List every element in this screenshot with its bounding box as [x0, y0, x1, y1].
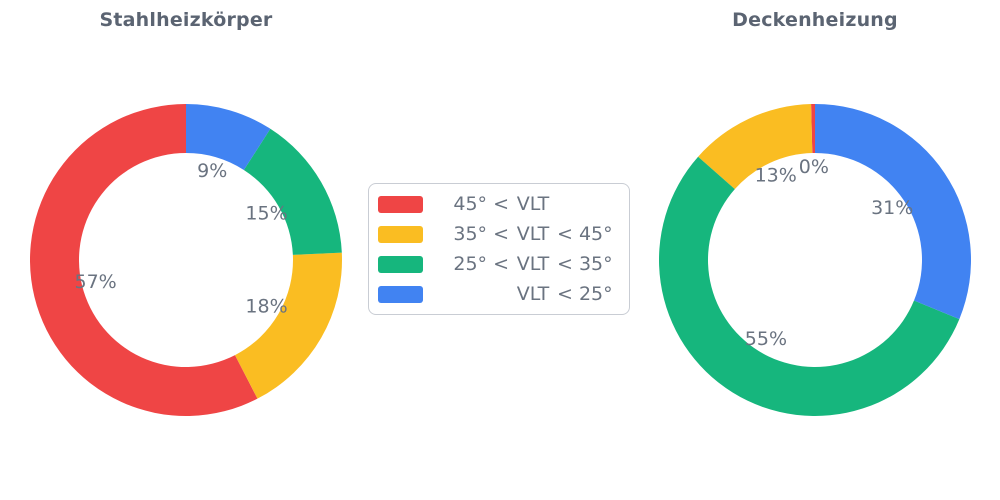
legend-label-pre: 25° < [453, 252, 509, 275]
pct-label-yellow-35-to-45: 18% [245, 296, 287, 318]
pct-label-red-45-plus: 0% [799, 156, 829, 178]
legend-item-green: 25° < VLT < 35° [378, 249, 619, 279]
pct-label-green-25-to-35: 55% [745, 328, 787, 350]
legend-swatch-red [378, 195, 423, 213]
legend-label-post: < 25° [557, 282, 613, 305]
legend: 45° < VLT 35° < VLT < 45° 25° < VLT < 35° VLT < 2… [368, 183, 630, 315]
legend-label: 45° < VLT [441, 192, 615, 215]
legend-label-vlt: VLT [516, 252, 550, 275]
legend-item-red: 45° < VLT [378, 189, 619, 219]
segment-blue-under-25 [815, 104, 971, 320]
legend-label: 35° < VLT < 45° [441, 222, 615, 245]
pct-label-blue-under-25: 31% [871, 197, 913, 219]
legend-label-vlt: VLT [516, 192, 550, 215]
legend-label-pre [441, 285, 509, 304]
chart-title-deckenheizung: Deckenheizung [732, 9, 898, 31]
segment-yellow-35-to-45 [235, 252, 342, 399]
pct-label-yellow-35-to-45: 13% [755, 165, 797, 187]
legend-item-yellow: 35° < VLT < 45° [378, 219, 619, 249]
legend-label-post [557, 195, 615, 214]
segment-red-45-plus [29, 104, 258, 417]
segment-blue-under-25 [186, 104, 271, 170]
legend-item-blue: VLT < 25° [378, 279, 619, 309]
donut-chart-stahlheizkoerper: 57% 18% 15% 9% [29, 104, 342, 417]
pct-label-red-45-plus: 57% [75, 271, 117, 293]
legend-label-post: < 35° [557, 252, 613, 275]
legend-label-pre: 45° < [453, 192, 509, 215]
pct-label-blue-under-25: 9% [197, 160, 227, 182]
segment-green-25-to-35 [243, 128, 342, 255]
segment-green-25-to-35 [659, 156, 960, 416]
legend-label-pre: 35° < [453, 222, 509, 245]
legend-label-post: < 45° [557, 222, 613, 245]
legend-label: VLT < 25° [441, 282, 615, 305]
legend-label-vlt: VLT [516, 282, 550, 305]
legend-swatch-blue [378, 285, 423, 303]
segment-yellow-35-to-45 [698, 104, 813, 190]
legend-swatch-yellow [378, 225, 423, 243]
chart-title-stahlheizkoerper: Stahlheizkörper [99, 9, 273, 31]
legend-label: 25° < VLT < 35° [441, 252, 615, 275]
pct-label-green-25-to-35: 15% [245, 203, 287, 225]
legend-label-vlt: VLT [516, 222, 550, 245]
legend-swatch-green [378, 255, 423, 273]
donut-chart-deckenheizung: 0%13% 55% 31% [659, 104, 971, 416]
segment-red-45-plus [811, 104, 815, 154]
